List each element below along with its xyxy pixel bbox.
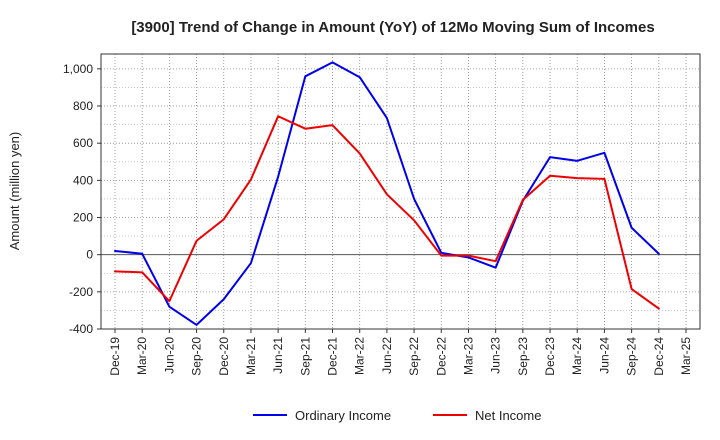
chart-title: [3900] Trend of Change in Amount (YoY) o… [131, 19, 654, 36]
y-tick-label: 1,000 [63, 62, 93, 76]
x-tick-label: Mar-21 [244, 337, 258, 375]
net-income-line [114, 115, 660, 310]
legend-label: Ordinary Income [295, 408, 391, 423]
y-tick-label: -200 [69, 285, 93, 299]
x-tick-label: Jun-23 [489, 337, 503, 374]
x-tick-label: Jun-21 [271, 337, 285, 374]
x-tick-label: Mar-25 [679, 337, 693, 375]
legend: Ordinary Income Net Income [253, 408, 541, 423]
x-tick-label: Jun-24 [597, 337, 611, 374]
x-tick-label: Sep-23 [516, 337, 530, 376]
ordinary-income-line [114, 61, 660, 326]
x-tick-label: Dec-21 [326, 337, 340, 376]
y-tick-label: 800 [73, 99, 93, 113]
y-tick-label: 200 [73, 211, 93, 225]
x-tick-label: Sep-24 [625, 337, 639, 376]
x-tick-label: Jun-20 [162, 337, 176, 374]
y-tick-label: 400 [73, 173, 93, 187]
x-tick-label: Dec-24 [652, 337, 666, 376]
x-tick-label: Dec-23 [543, 337, 557, 376]
x-tick-label: Mar-20 [135, 337, 149, 375]
x-tick-label: Dec-20 [217, 337, 231, 376]
y-tick-label: 0 [86, 248, 93, 262]
plot-area [101, 54, 700, 329]
legend-label: Net Income [475, 408, 541, 423]
legend-item: Net Income [433, 408, 541, 423]
y-tick-label: 600 [73, 136, 93, 150]
plot-frame [100, 53, 701, 330]
y-tick-label: -400 [69, 322, 93, 336]
legend-item: Ordinary Income [253, 408, 391, 423]
x-tick-label: Mar-23 [461, 337, 475, 375]
grid-lines [101, 54, 700, 330]
x-axis-ticks: Dec-19 Mar-20 Jun-20 Sep-20 Dec-20 Mar-21 Jun-… [108, 329, 693, 376]
series-lines [114, 61, 660, 326]
plot-border [100, 53, 701, 330]
x-tick-label: Dec-19 [108, 337, 122, 376]
x-tick-label: Jun-22 [380, 337, 394, 374]
plot-background [101, 54, 700, 329]
x-tick-label: Mar-22 [353, 337, 367, 375]
x-tick-label: Sep-22 [407, 337, 421, 376]
y-axis-label: Amount (million yen) [7, 132, 22, 251]
x-tick-label: Dec-22 [434, 337, 448, 376]
y-axis-ticks: -400 -200 0 200 400 600 800 1,000 [63, 62, 101, 336]
x-tick-label: Mar-24 [570, 337, 584, 375]
x-tick-label: Sep-20 [190, 337, 204, 376]
x-tick-label: Sep-21 [298, 337, 312, 376]
